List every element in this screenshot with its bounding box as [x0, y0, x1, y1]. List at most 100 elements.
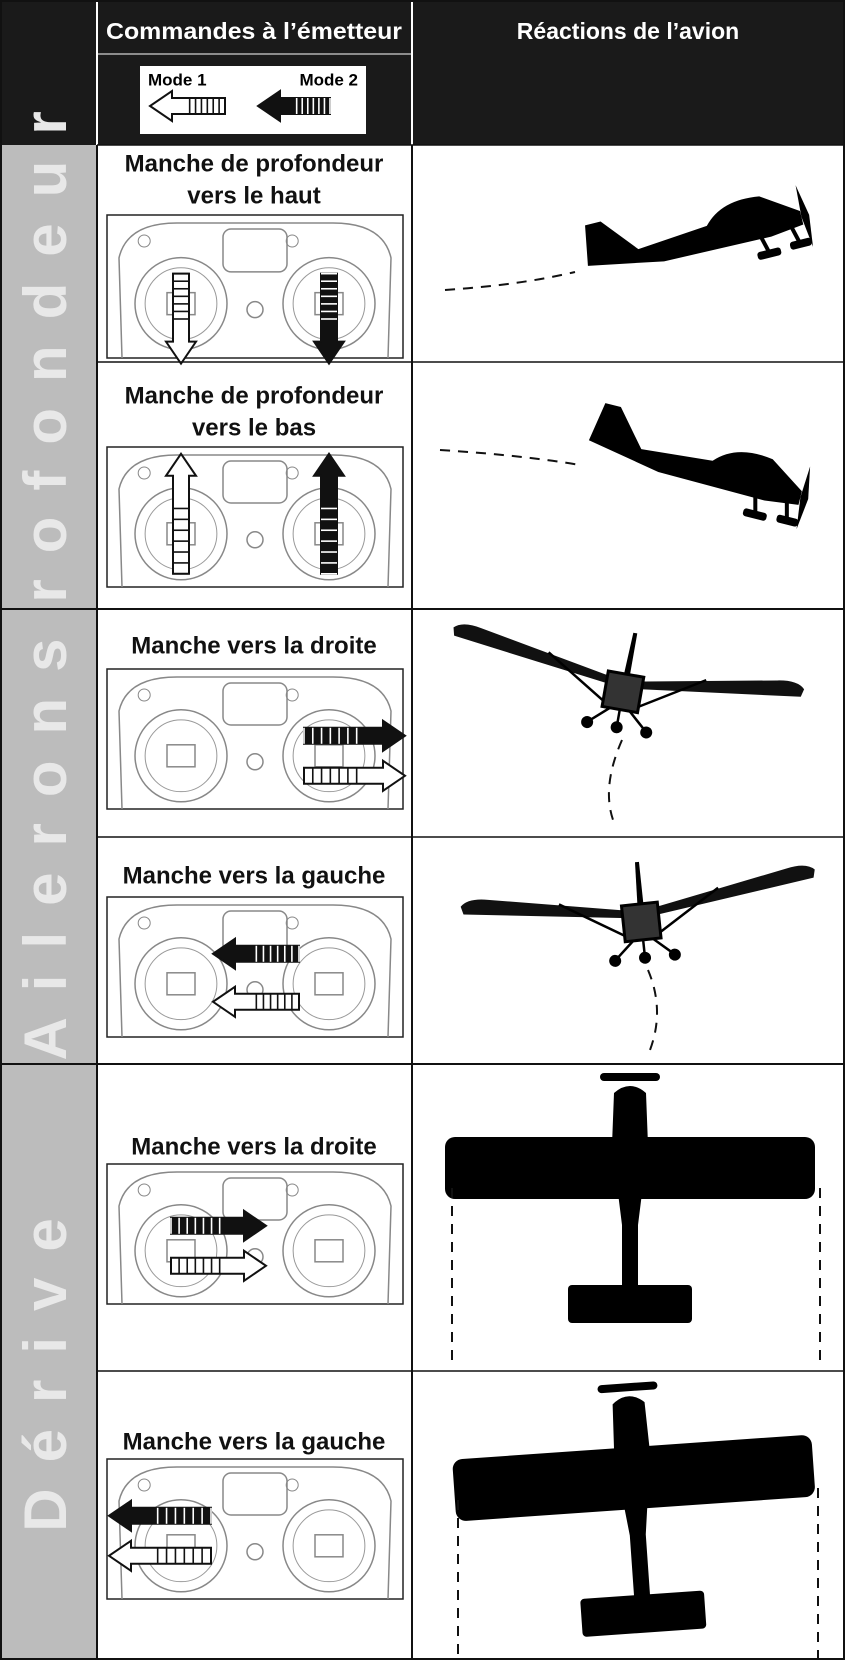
- row-caption: Manche vers la gauche: [123, 1428, 386, 1455]
- center-knob: [246, 753, 264, 771]
- arrow-shape: [312, 452, 346, 575]
- transmitter-body: [118, 1466, 392, 1600]
- mode1-label: Mode 1: [148, 70, 207, 89]
- fuselage: [612, 1396, 651, 1606]
- row-caption: Manche vers la droite: [131, 632, 376, 659]
- knob: [137, 466, 151, 480]
- screen: [222, 228, 288, 273]
- fin: [634, 861, 644, 905]
- gear: [789, 226, 802, 243]
- knob: [285, 466, 299, 480]
- stick-arrow: [107, 1538, 212, 1573]
- knob: [285, 688, 299, 702]
- fuselage: [600, 669, 646, 715]
- stick-base: [314, 1239, 344, 1263]
- gimbal-inner: [292, 719, 366, 793]
- gimbal: [134, 1499, 228, 1593]
- center-knob: [246, 1543, 264, 1561]
- transmitter-body: [118, 1171, 392, 1305]
- arrow-shape: [107, 1538, 212, 1573]
- gear: [759, 236, 771, 253]
- stick-base: [166, 744, 196, 768]
- wing: [460, 865, 815, 919]
- stick-arrow: [170, 1248, 268, 1283]
- propeller: [597, 1381, 658, 1394]
- section-label: Ailerons: [12, 612, 79, 1060]
- arrow-shape: [303, 718, 407, 753]
- transmitter: [106, 214, 404, 366]
- stick-arrow: [256, 89, 331, 123]
- screen: [222, 1472, 288, 1516]
- gimbal-inner: [144, 719, 218, 793]
- gimbal: [282, 937, 376, 1031]
- arrow-shape: [303, 758, 407, 793]
- row-caption: Manche vers la gauche: [123, 862, 386, 889]
- transmitter: [106, 668, 407, 810]
- gimbal-inner: [144, 1214, 218, 1288]
- row-caption: vers le haut: [187, 182, 320, 209]
- gear: [784, 501, 789, 519]
- transmitter: [106, 1163, 404, 1305]
- gimbal: [282, 1499, 376, 1593]
- wheel: [609, 954, 622, 967]
- flight-path: [607, 739, 623, 826]
- gimbal-inner: [292, 947, 366, 1021]
- airplane-side: [585, 185, 814, 266]
- wheel: [581, 716, 594, 729]
- tail: [568, 1285, 692, 1323]
- arrow-shape: [107, 1498, 212, 1533]
- knob: [137, 916, 151, 930]
- stick-arrow: [303, 758, 407, 793]
- struts: [558, 886, 719, 960]
- knob: [285, 916, 299, 930]
- row-caption: Manche vers la droite: [131, 1133, 376, 1160]
- wheel: [610, 721, 623, 734]
- stick-arrow: [164, 272, 198, 366]
- mode2-label: Mode 2: [299, 70, 358, 89]
- transmitter: [106, 896, 404, 1038]
- fuselage: [585, 196, 804, 266]
- transmitter-body: [118, 904, 392, 1038]
- airplane-top: [445, 1073, 815, 1323]
- gimbal: [282, 709, 376, 803]
- transmitter-frame: [106, 1458, 404, 1600]
- gimbal: [134, 937, 228, 1031]
- stick-arrow: [303, 718, 407, 753]
- airplane-front: [460, 861, 815, 967]
- arrow-shape: [256, 89, 331, 123]
- gimbal: [134, 709, 228, 803]
- center-knob: [246, 531, 264, 549]
- flight-path: [444, 271, 576, 291]
- knob: [285, 234, 299, 248]
- screen: [222, 682, 288, 726]
- gimbal: [134, 1204, 228, 1298]
- stick-arrow: [170, 1208, 268, 1243]
- stick-arrow: [312, 452, 346, 575]
- flight-path: [647, 969, 658, 1051]
- gimbal-inner: [292, 1214, 366, 1288]
- stick-arrow: [164, 452, 198, 575]
- section-label-band: [0, 609, 97, 1064]
- controls-header: Commandes à l’émetteur: [106, 18, 402, 44]
- section-label-band: [0, 145, 97, 609]
- fin: [624, 632, 638, 675]
- wheel: [789, 237, 812, 250]
- propeller: [795, 185, 814, 247]
- gimbal: [282, 1204, 376, 1298]
- knob: [137, 1183, 151, 1197]
- wheel: [639, 951, 652, 964]
- gear: [753, 496, 758, 513]
- section-label: Profondeur: [12, 85, 79, 668]
- airplane-side: [588, 403, 811, 530]
- stick-base: [314, 972, 344, 996]
- airplane-top: [452, 1381, 815, 1637]
- stick-arrow: [312, 272, 346, 366]
- row-caption: Manche de profondeur: [125, 150, 384, 177]
- stick-base: [314, 1534, 344, 1558]
- wing: [680, 461, 760, 487]
- transmitter-body: [118, 676, 392, 810]
- wheel: [757, 247, 782, 260]
